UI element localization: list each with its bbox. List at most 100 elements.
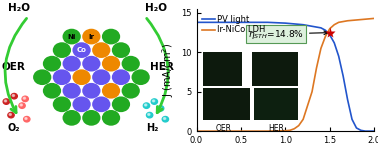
Ir-NiCo LDH [354,19,359,21]
Text: H₂O: H₂O [8,3,30,13]
PV light [359,129,363,131]
Circle shape [163,118,166,119]
Circle shape [25,118,27,119]
Circle shape [112,69,130,85]
Text: $\eta_{STH}$=14.8%: $\eta_{STH}$=14.8% [248,28,328,41]
PV light [248,21,252,23]
Circle shape [62,110,81,126]
Circle shape [152,100,155,102]
Ir-NiCo LDH [323,36,328,37]
PV light [354,127,359,129]
Circle shape [22,96,28,102]
Ir-NiCo LDH [345,20,350,22]
Circle shape [53,96,71,112]
Text: Ni: Ni [68,34,76,40]
PV light [265,21,270,23]
Ir-NiCo LDH [372,17,376,19]
Circle shape [158,106,164,111]
PV light [332,42,336,44]
Ir-NiCo LDH [332,24,336,26]
Circle shape [112,42,130,58]
Circle shape [11,93,17,99]
Circle shape [148,114,150,115]
Circle shape [43,83,61,99]
Circle shape [62,29,81,44]
Circle shape [132,69,150,85]
Text: O₂: O₂ [8,123,20,133]
Circle shape [146,112,153,118]
Circle shape [122,83,140,99]
Ir-NiCo LDH [288,129,292,131]
Circle shape [53,69,71,85]
Circle shape [12,95,14,96]
Circle shape [92,42,110,58]
Circle shape [73,96,91,112]
Circle shape [5,100,6,102]
PV light [345,99,350,100]
Ir-NiCo LDH [363,18,367,20]
Y-axis label: J (mA/cm$^{2}$): J (mA/cm$^{2}$) [160,43,176,97]
PV light [212,21,217,23]
PV light [323,29,328,31]
Circle shape [143,103,150,108]
Text: H₂: H₂ [147,123,159,133]
Circle shape [53,42,71,58]
Circle shape [23,97,26,99]
Circle shape [73,69,91,85]
Line: Ir-NiCo LDH: Ir-NiCo LDH [197,18,374,131]
PV light [319,27,323,29]
Line: PV light: PV light [197,22,374,131]
Circle shape [92,69,110,85]
Circle shape [92,96,110,112]
Ir-NiCo LDH [310,91,314,93]
PV light [230,21,234,23]
Ir-NiCo LDH [292,128,296,130]
PV light [336,55,341,57]
PV light [363,130,367,132]
Circle shape [8,112,14,118]
Circle shape [122,56,140,72]
Text: HER: HER [150,62,174,72]
PV light [283,22,288,24]
Circle shape [151,99,158,104]
Circle shape [33,69,51,85]
Circle shape [102,83,120,99]
Circle shape [159,107,161,109]
Text: H₂O: H₂O [145,3,167,13]
Circle shape [144,104,147,106]
Ir-NiCo LDH [265,130,270,132]
Legend: PV light, Ir-NiCo LDH: PV light, Ir-NiCo LDH [201,13,267,36]
Ir-NiCo LDH [296,125,301,127]
Ir-NiCo LDH [194,130,199,132]
Ir-NiCo LDH [319,48,323,49]
Circle shape [102,56,120,72]
Ir-NiCo LDH [327,28,332,30]
Circle shape [20,104,22,106]
Circle shape [112,96,130,112]
Circle shape [82,83,101,99]
Ir-NiCo LDH [301,118,305,120]
Circle shape [82,29,101,44]
PV light [372,130,376,132]
Circle shape [62,56,81,72]
Circle shape [43,56,61,72]
Circle shape [3,99,9,104]
Text: OER: OER [2,62,25,72]
Circle shape [62,83,81,99]
PV light [327,34,332,36]
Text: Co: Co [77,47,87,53]
Circle shape [102,29,120,44]
PV light [341,75,345,77]
Ir-NiCo LDH [314,67,319,69]
Text: Ir: Ir [88,34,94,40]
Circle shape [19,103,25,108]
Circle shape [102,110,120,126]
Circle shape [82,56,101,72]
Circle shape [162,117,169,122]
PV light [350,118,354,120]
Circle shape [82,110,101,126]
Ir-NiCo LDH [283,130,288,132]
Ir-NiCo LDH [336,21,341,23]
PV light [301,24,305,26]
Circle shape [73,42,91,58]
